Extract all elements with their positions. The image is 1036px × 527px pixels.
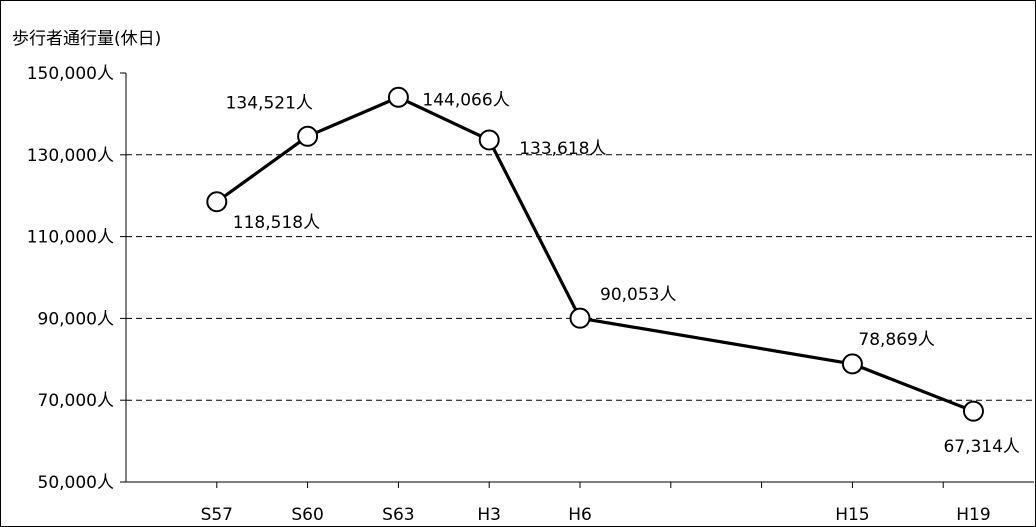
data-label: 118,518人 bbox=[233, 213, 320, 233]
x-tick-label: H6 bbox=[568, 505, 592, 525]
data-point bbox=[478, 129, 500, 151]
x-tick-label: S57 bbox=[201, 505, 233, 525]
data-point bbox=[962, 400, 984, 422]
x-tick-label: S60 bbox=[291, 505, 323, 525]
data-point bbox=[841, 353, 863, 375]
data-point bbox=[569, 307, 591, 329]
series-points bbox=[206, 86, 984, 422]
x-axis-ticks: S57 S60 S63 H3 H6 H15 H19 bbox=[201, 482, 991, 525]
chart-title: 歩行者通行量(休日) bbox=[12, 29, 161, 49]
data-label: 144,066人 bbox=[422, 90, 509, 110]
y-tick-label: 50,000人 bbox=[38, 473, 114, 493]
data-label: 67,314人 bbox=[943, 437, 1019, 457]
y-tick-label: 70,000人 bbox=[38, 391, 114, 411]
y-tick-label: 130,000人 bbox=[27, 146, 114, 166]
y-axis-ticks: 50,000人 70,000人 90,000人 110,000人 130,000人 150… bbox=[27, 64, 126, 493]
x-tick-label: H19 bbox=[956, 505, 990, 525]
data-point bbox=[387, 86, 409, 108]
x-tick-label: H15 bbox=[835, 505, 869, 525]
data-point bbox=[297, 125, 319, 147]
y-tick-label: 150,000人 bbox=[27, 64, 114, 84]
y-tick-label: 90,000人 bbox=[38, 309, 114, 329]
data-label: 78,869人 bbox=[858, 330, 934, 350]
y-tick-label: 110,000人 bbox=[27, 228, 114, 248]
x-tick-label: S63 bbox=[382, 505, 414, 525]
data-point bbox=[206, 191, 228, 213]
data-label: 90,053人 bbox=[600, 285, 676, 305]
data-label: 133,618人 bbox=[519, 139, 606, 159]
x-tick-label: H3 bbox=[477, 505, 501, 525]
data-labels: 118,518人 134,521人 144,066人 133,618人 90,053人 7… bbox=[226, 90, 1020, 457]
data-label: 134,521人 bbox=[226, 93, 313, 113]
